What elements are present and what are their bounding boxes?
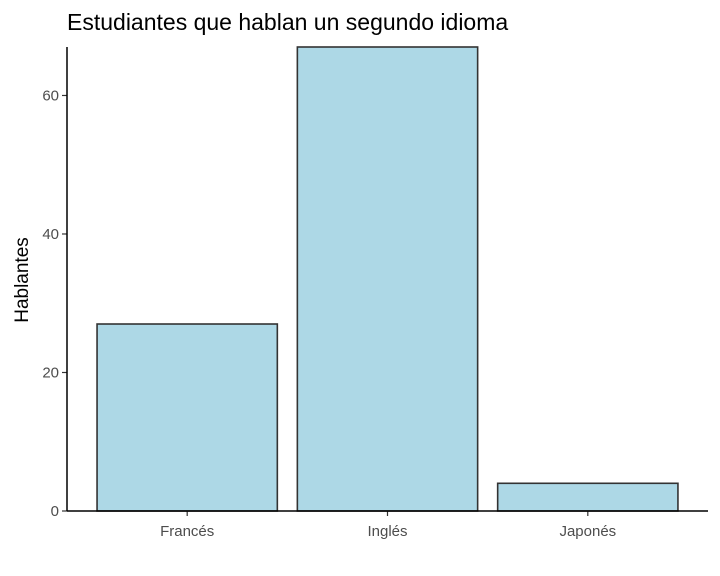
y-tick-label-2: 40 [42, 226, 59, 243]
bar-0 [96, 323, 279, 512]
x-tick-label-0: Francés [160, 523, 214, 540]
bar-1 [296, 46, 479, 512]
plot-area: Francés Inglés Japonés 0 20 40 60 [42, 46, 679, 540]
y-tick-label-3: 60 [42, 87, 59, 104]
chart-title: Estudiantes que hablan un segundo idioma [67, 9, 508, 35]
y-axis-title: Hablantes [12, 237, 33, 323]
y-tick-label-1: 20 [42, 364, 59, 381]
x-tick-label-2: Japonés [559, 523, 616, 540]
y-tick-label-0: 0 [51, 503, 59, 520]
x-tick-label-1: Inglés [367, 523, 407, 540]
bar-2 [496, 482, 679, 512]
